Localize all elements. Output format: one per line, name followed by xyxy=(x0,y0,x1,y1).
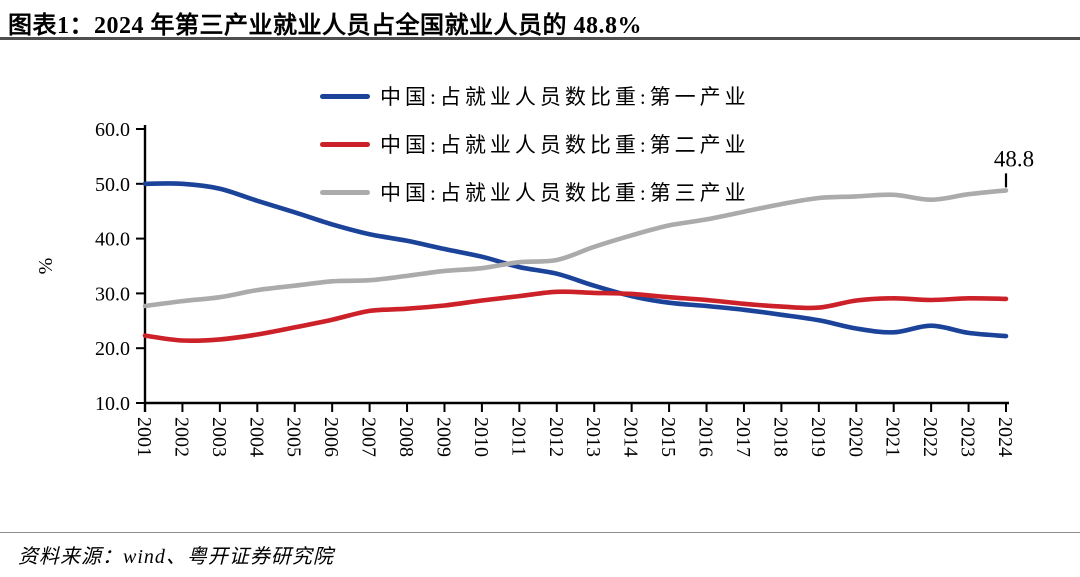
legend-label: 中国:占就业人员数比重:第一产业 xyxy=(380,85,750,109)
x-axis-tick-label: 2022 xyxy=(919,417,941,457)
x-axis-tick-label: 2006 xyxy=(320,417,342,457)
legend-line-swatch xyxy=(320,189,370,195)
x-axis-tick-label: 2024 xyxy=(994,417,1016,457)
series-line-1 xyxy=(142,181,1009,339)
y-axis-title: % xyxy=(35,258,57,275)
x-axis-tick-label: 2005 xyxy=(283,417,305,457)
legend-line-swatch xyxy=(320,141,370,147)
x-axis-tick-label: 2012 xyxy=(545,417,567,457)
x-axis-tick-label: 2001 xyxy=(133,417,155,457)
axes xyxy=(143,125,1009,412)
x-axis-tick-label: 2003 xyxy=(208,417,230,457)
legend-label: 中国:占就业人员数比重:第二产业 xyxy=(380,133,750,157)
y-axis-tick-label: 50.0 xyxy=(95,174,130,196)
x-axis-tick-label: 2007 xyxy=(358,417,380,457)
x-axis-tick-label: 2002 xyxy=(170,417,192,457)
x-axis-tick-label: 2013 xyxy=(582,417,604,457)
x-axis-tick-label: 2008 xyxy=(395,417,417,457)
x-axis-tick-label: 2009 xyxy=(432,417,454,457)
chart-title: 图表1：2024 年第三产业就业人员占全国就业人员的 48.8% xyxy=(8,13,642,39)
footer-divider xyxy=(0,532,1080,533)
legend-label: 中国:占就业人员数比重:第三产业 xyxy=(380,181,750,205)
chart-legend: 中国:占就业人员数比重:第一产业 中国:占就业人员数比重:第二产业 中国:占就业人员… xyxy=(320,80,750,208)
x-axis-tick-label: 2015 xyxy=(657,417,679,457)
legend-line-swatch xyxy=(320,93,370,99)
data-source-note: 资料来源：wind、粤开证券研究院 xyxy=(18,546,334,568)
legend-item: 中国:占就业人员数比重:第一产业 xyxy=(320,80,750,112)
x-axis-tick-label: 2023 xyxy=(957,417,979,457)
x-axis-tick-label: 2004 xyxy=(245,417,267,457)
annotation-value-label: 48.8 xyxy=(994,146,1034,171)
legend-item: 中国:占就业人员数比重:第二产业 xyxy=(320,128,750,160)
y-axis-tick-label: 60.0 xyxy=(95,119,130,141)
series-line-2 xyxy=(142,289,1009,344)
x-axis-tick-label: 2018 xyxy=(769,417,791,457)
x-axis-tick-label: 2017 xyxy=(732,417,754,457)
y-axis-tick-label: 20.0 xyxy=(95,338,130,360)
y-axis-tick-label: 10.0 xyxy=(95,393,130,415)
y-axis-tick-label: 30.0 xyxy=(95,283,130,305)
title-divider xyxy=(0,37,1080,40)
series-line-3 xyxy=(142,188,1009,309)
x-axis-tick-label: 2021 xyxy=(882,417,904,457)
x-axis-tick-label: 2016 xyxy=(695,417,717,457)
y-axis-tick-label: 40.0 xyxy=(95,229,130,251)
x-axis-tick-label: 2014 xyxy=(620,417,642,457)
x-axis-tick-label: 2019 xyxy=(807,417,829,457)
x-axis-tick-label: 2011 xyxy=(507,417,529,456)
x-axis-tick-label: 2020 xyxy=(844,417,866,457)
legend-item: 中国:占就业人员数比重:第三产业 xyxy=(320,176,750,208)
x-axis-tick-label: 2010 xyxy=(470,417,492,457)
